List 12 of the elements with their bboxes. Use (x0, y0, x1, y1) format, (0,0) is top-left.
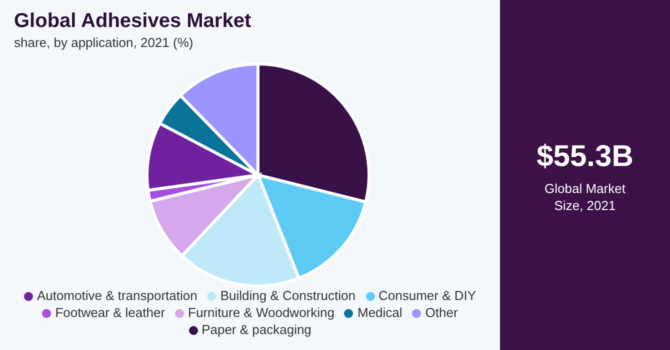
legend-label: Paper & packaging (202, 322, 312, 337)
legend-label: Automotive & transportation (36, 288, 198, 303)
legend-label: Furniture & Woodworking (188, 305, 334, 320)
chart-subtitle: share, by application, 2021 (%) (14, 35, 194, 50)
text: Global Market Size, 2021 (544, 180, 626, 214)
legend-label: Medical (357, 305, 402, 320)
text: $55.3B (536, 140, 634, 174)
legend-label: Other (425, 305, 458, 320)
legend-label: Building & Construction (220, 288, 356, 303)
legend-label: Footwear & leather (55, 305, 166, 320)
chart-title: Global Adhesives Market (14, 10, 252, 33)
legend-label: Consumer & DIY (378, 288, 476, 303)
